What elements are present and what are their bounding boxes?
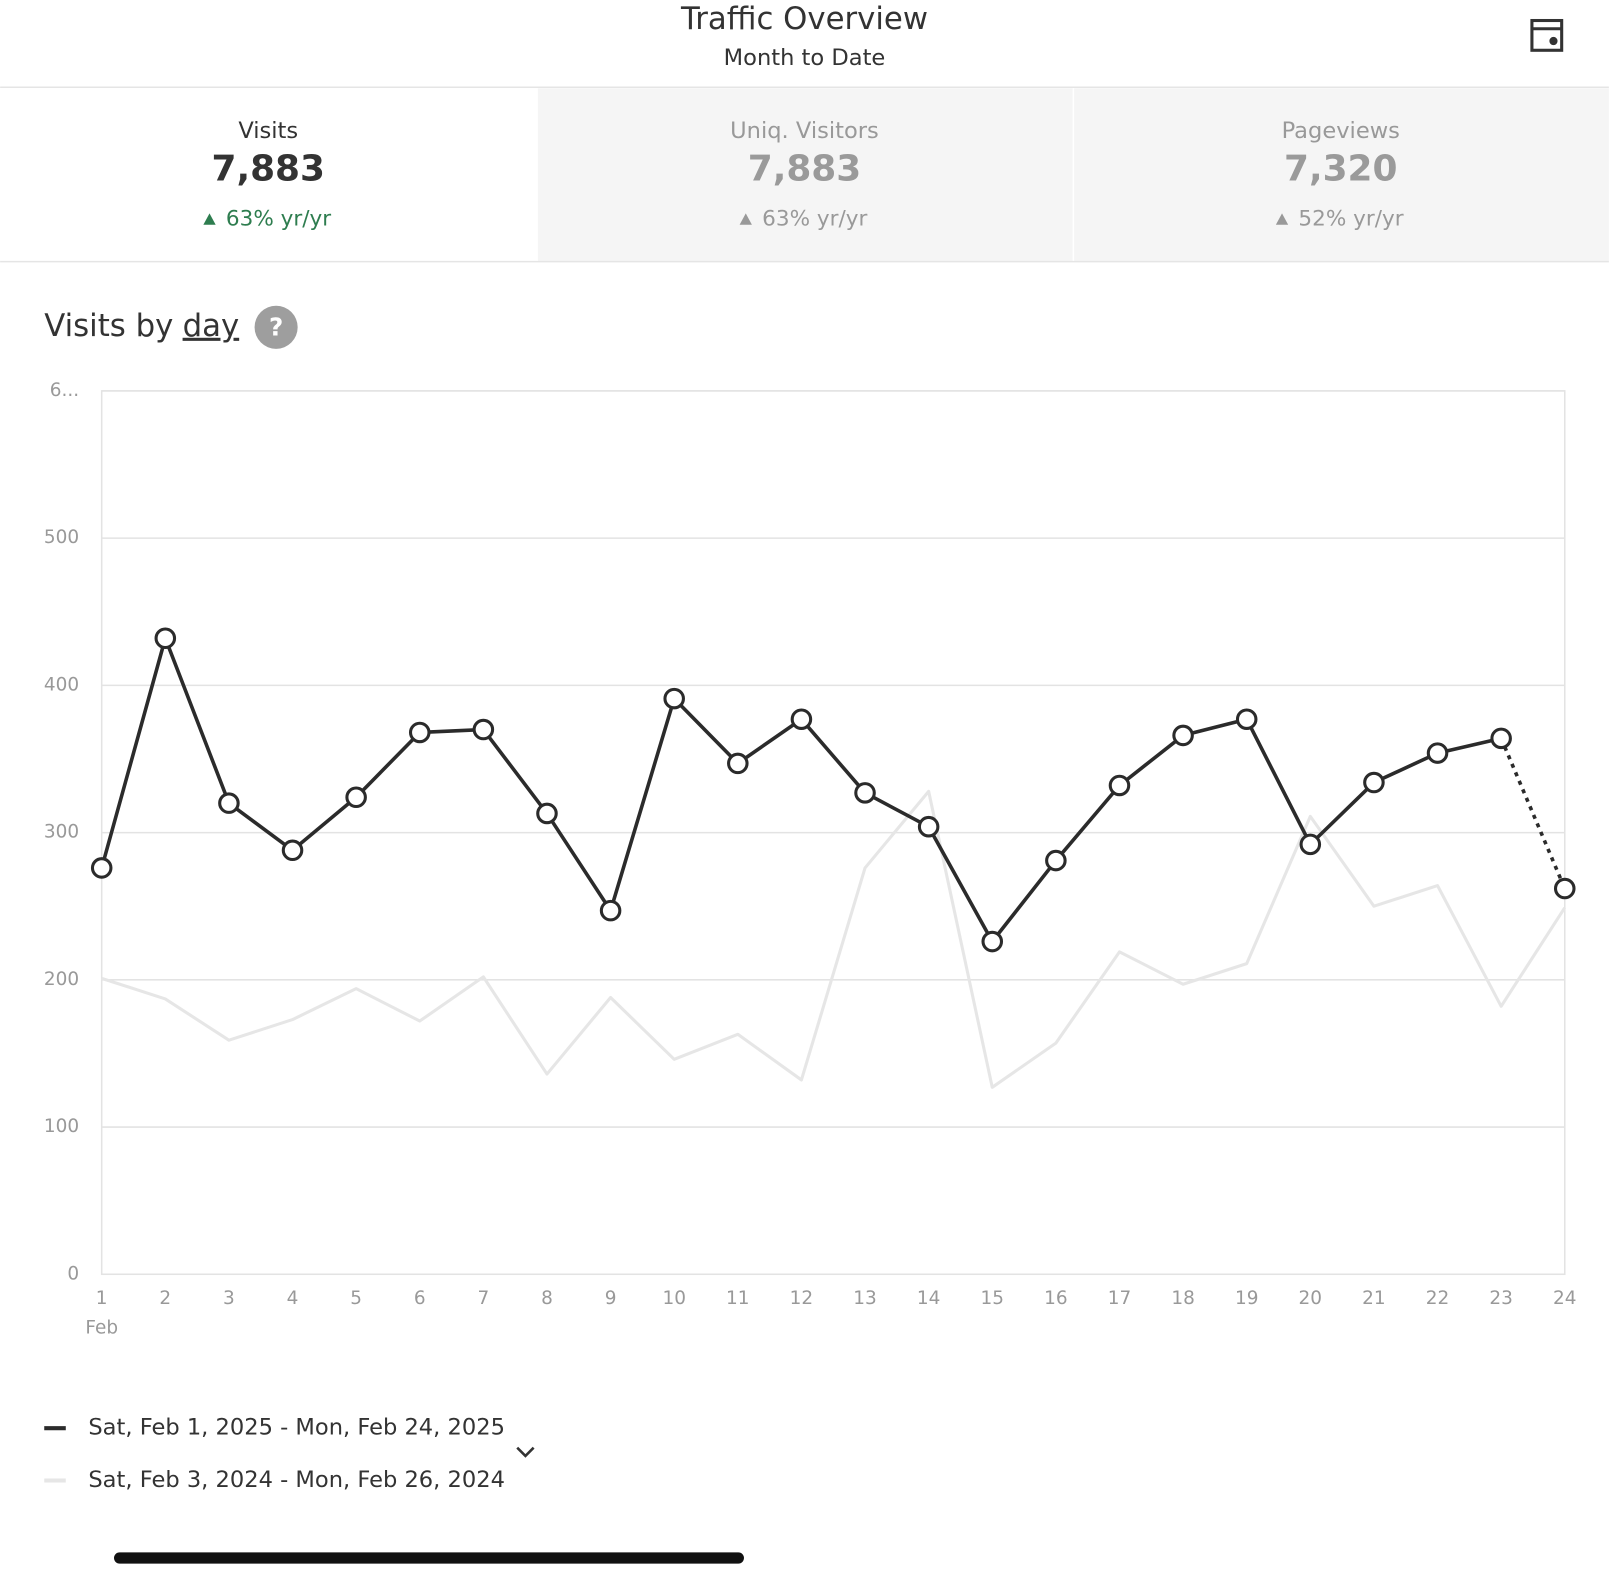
legend-toggle[interactable] — [516, 1446, 535, 1458]
legend[interactable]: Sat, Feb 1, 2025 - Mon, Feb 24, 2025 Sat,… — [44, 1415, 505, 1493]
y-tick-label: 300 — [44, 822, 79, 843]
trend-arrow — [739, 213, 752, 225]
x-tick-label: 17 — [1108, 1288, 1131, 1309]
series-line — [99, 636, 1502, 944]
page-subtitle: Month to Date — [724, 45, 886, 71]
data-point — [1045, 849, 1067, 872]
x-tick-label: 5 — [350, 1288, 362, 1309]
data-point — [1490, 727, 1512, 750]
x-tick-label: 24 — [1553, 1288, 1576, 1309]
x-tick-label: 6 — [414, 1288, 426, 1309]
metric-label: Visits — [238, 118, 298, 144]
x-tick-label: 13 — [853, 1288, 876, 1309]
card-background — [1074, 88, 1609, 262]
x-tick-label: 11 — [726, 1288, 749, 1309]
data-point — [408, 721, 431, 744]
data-point — [1426, 742, 1449, 764]
help-icon[interactable] — [254, 305, 298, 349]
data-point — [345, 786, 367, 809]
x-tick-label: 22 — [1426, 1288, 1449, 1309]
metric-value: 7,883 — [211, 148, 325, 189]
data-point — [790, 708, 813, 730]
x-tick-label: 12 — [790, 1288, 813, 1309]
metric-cards: Visits 7,883 63% yr/yr Uniq. Visitors 7,883 6… — [0, 88, 1609, 262]
trend-arrow — [203, 213, 216, 225]
data-point — [917, 815, 940, 838]
metric-change: 63% yr/yr — [226, 207, 331, 232]
data-point — [727, 752, 749, 775]
data-point — [1172, 724, 1194, 747]
x-tick-label: 23 — [1489, 1288, 1512, 1309]
card-background — [537, 88, 1073, 262]
metric-card[interactable]: Uniq. Visitors 7,883 63% yr/yr — [537, 88, 1073, 262]
x-tick-label: 2 — [159, 1288, 171, 1309]
x-tick-label: 9 — [605, 1288, 617, 1309]
y-tick-label: 0 — [67, 1263, 79, 1284]
x-tick-label: 14 — [917, 1288, 940, 1309]
data-point — [1108, 774, 1131, 797]
x-tick-label: 8 — [541, 1288, 553, 1309]
data-point — [1299, 833, 1322, 856]
metric-change: 52% yr/yr — [1298, 207, 1403, 232]
trend-arrow — [1275, 213, 1289, 225]
home-indicator — [114, 1552, 744, 1564]
y-tick-label: 100 — [44, 1116, 79, 1137]
card-background — [0, 88, 535, 262]
x-tick-label: 18 — [1171, 1288, 1194, 1309]
chart-title: Visits by — [44, 308, 173, 344]
x-tick-label: 10 — [662, 1288, 685, 1309]
data-point — [1553, 877, 1576, 900]
data-point — [663, 687, 685, 710]
data-point — [218, 792, 240, 814]
x-tick-label: 21 — [1362, 1288, 1385, 1309]
data-point — [281, 839, 304, 862]
series-line-projected — [1499, 737, 1567, 890]
data-point — [154, 627, 177, 650]
metric-card[interactable]: Pageviews 7,320 52% yr/yr — [1074, 88, 1609, 262]
x-tick-label: 16 — [1044, 1288, 1067, 1309]
data-point — [472, 718, 495, 741]
x-tick-label: 20 — [1299, 1288, 1322, 1309]
x-tick-label: 1 — [96, 1288, 108, 1309]
x-tick-label: 19 — [1235, 1288, 1258, 1309]
y-tick-label: 200 — [44, 969, 79, 990]
metric-change: 63% yr/yr — [762, 207, 867, 232]
legend-label: Sat, Feb 3, 2024 - Mon, Feb 26, 2024 — [88, 1467, 505, 1493]
y-tick-label: 500 — [44, 527, 79, 548]
data-point — [90, 857, 113, 879]
data-point — [981, 930, 1004, 953]
data-point — [1235, 708, 1258, 730]
metric-value: 7,883 — [748, 148, 862, 189]
x-month-label: Feb — [85, 1318, 118, 1339]
x-tick-label: 15 — [981, 1288, 1004, 1309]
data-point — [536, 802, 558, 825]
x-tick-label: 3 — [223, 1288, 235, 1309]
metric-label: Uniq. Visitors — [730, 118, 879, 144]
y-tick-label: 6... — [50, 380, 79, 401]
metric-value: 7,320 — [1284, 148, 1398, 189]
data-point — [1363, 771, 1385, 794]
granularity-link[interactable]: day — [183, 308, 240, 344]
legend-label: Sat, Feb 1, 2025 - Mon, Feb 24, 2025 — [88, 1415, 505, 1441]
calendar-icon[interactable] — [1530, 18, 1564, 52]
y-tick-label: 400 — [44, 674, 79, 695]
data-point — [854, 782, 876, 804]
x-tick-label: 7 — [477, 1288, 489, 1309]
series-line — [101, 789, 1567, 1089]
metric-card[interactable]: Visits 7,883 63% yr/yr — [0, 88, 535, 262]
data-point — [599, 899, 622, 922]
x-tick-label: 4 — [287, 1288, 299, 1309]
help-icon-glyph[interactable]: ? — [269, 312, 283, 341]
metric-label: Pageviews — [1282, 118, 1400, 144]
page-title: Traffic Overview — [680, 1, 928, 37]
